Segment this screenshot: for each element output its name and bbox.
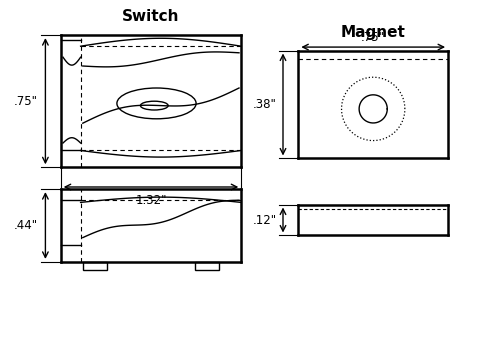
Text: Switch: Switch	[122, 9, 180, 24]
Text: 1.32": 1.32"	[135, 194, 167, 206]
Text: .38": .38"	[252, 98, 276, 111]
Text: .75": .75"	[14, 95, 38, 108]
Bar	[83, 262, 107, 270]
Text: .44": .44"	[14, 219, 38, 232]
Bar	[195, 262, 219, 270]
Text: InspiredLED Magnetic Switch Dimensions: InspiredLED Magnetic Switch Dimensions	[41, 320, 459, 338]
Text: .12": .12"	[252, 214, 276, 226]
Text: Magnet: Magnet	[341, 25, 406, 40]
Text: .75": .75"	[361, 30, 385, 43]
